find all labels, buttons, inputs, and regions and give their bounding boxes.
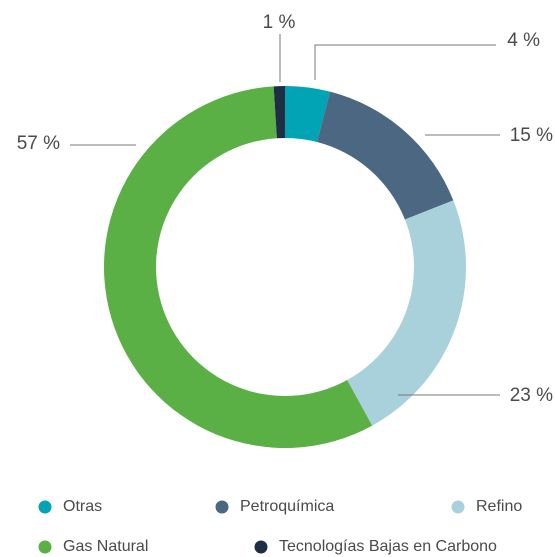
legend-label: Petroquímica [240, 498, 334, 515]
legend-swatch [38, 540, 52, 554]
donut-segment [273, 86, 285, 139]
legend-swatch [38, 500, 52, 514]
legend-swatch [451, 500, 465, 514]
donut-segment [347, 200, 467, 426]
value-label: 1 % [263, 12, 296, 33]
legend-label: Tecnologías Bajas en Carbono [279, 538, 497, 555]
legend-label: Gas Natural [63, 538, 148, 555]
legend-label: Refino [476, 498, 522, 515]
value-label: 23 % [510, 385, 553, 406]
donut-segment [285, 86, 331, 143]
value-label: 57 % [17, 133, 60, 154]
leader-line [314, 44, 496, 80]
value-label: 15 % [510, 125, 553, 146]
legend-swatch [215, 500, 229, 514]
donut-segment [104, 86, 373, 448]
donut-segment [317, 91, 454, 220]
legend-label: Otras [63, 498, 102, 515]
legend-swatch [254, 540, 268, 554]
value-label: 4 % [507, 30, 540, 51]
